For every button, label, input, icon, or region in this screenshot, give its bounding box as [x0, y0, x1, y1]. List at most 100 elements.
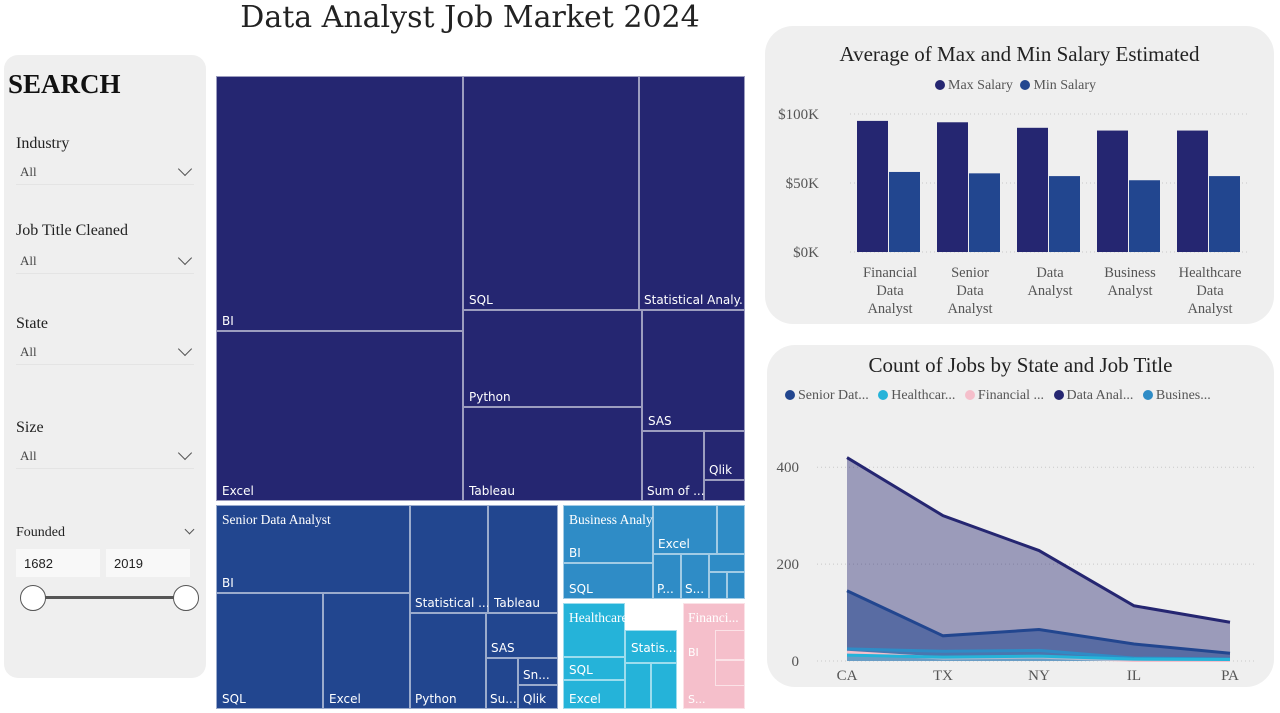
treemap-tile[interactable]: Python [463, 310, 642, 407]
founded-min-input[interactable]: 1682 [16, 549, 100, 577]
y-tick-label: $100K [778, 107, 819, 123]
treemap-tile[interactable]: BI [216, 76, 463, 331]
y-tick-label: 0 [792, 654, 800, 670]
treemap-group-label: Data Analyst [222, 83, 293, 98]
treemap-tile[interactable]: Statis... [625, 630, 677, 663]
treemap-tile[interactable]: Su... [486, 658, 518, 709]
size-dropdown[interactable]: All [16, 444, 194, 469]
salary-chart-title: Average of Max and Min Salary Estimated [839, 42, 1200, 66]
treemap-group-label: Business Analyst [569, 512, 662, 527]
legend-dot [935, 80, 945, 90]
treemap-tile[interactable]: SQL [563, 563, 653, 599]
founded-slider-track[interactable] [32, 596, 184, 599]
treemap-tile[interactable] [709, 572, 727, 599]
treemap-tile[interactable]: P... [653, 554, 681, 599]
line-series [846, 589, 1231, 655]
treemap-tile[interactable]: Business Analyst BI [563, 505, 662, 563]
treemap-tile[interactable]: Excel [563, 680, 625, 709]
treemap-tile[interactable] [717, 505, 745, 554]
salary-chart-card: Average of Max and Min Salary Estimated … [765, 26, 1274, 324]
area-series [847, 590, 1230, 661]
y-tick-label: $0K [793, 245, 819, 261]
treemap-tile[interactable]: S... [681, 554, 709, 599]
bar-min-salary [1209, 176, 1240, 252]
treemap-tile[interactable]: Statistical ... [410, 505, 490, 613]
chevron-down-icon [177, 161, 193, 177]
state-dropdown[interactable]: All [16, 340, 194, 365]
treemap-tile[interactable]: Qlik [518, 685, 558, 709]
treemap-tile[interactable] [715, 630, 745, 660]
treemap-tile[interactable] [727, 572, 745, 599]
treemap-tile[interactable]: Financi... BI S... [683, 603, 745, 709]
x-tick-label: Analyst [1107, 283, 1152, 299]
legend-dot [964, 390, 975, 400]
legend-series: Financial ... [977, 388, 1045, 403]
founded-filter-label: Founded [16, 525, 65, 540]
chevron-down-icon [177, 445, 193, 461]
treemap-tile[interactable]: SAS [486, 613, 558, 658]
y-tick-label: 200 [777, 557, 800, 573]
bar-min-salary [969, 173, 1000, 252]
treemap-tile[interactable]: Healthcare Data... [563, 603, 666, 657]
salary-chart-legend: Max Salary Min Salary [935, 78, 1096, 94]
legend-series: Data Anal... [1066, 388, 1134, 403]
y-tick-label: 400 [777, 460, 800, 476]
bar-max-salary [1097, 130, 1128, 252]
count-chart-legend: Senior Dat... Healthcar... Financial ...… [785, 388, 1211, 404]
treemap-tile[interactable]: Excel [216, 331, 463, 501]
size-filter-label: Size [16, 419, 44, 436]
treemap-tile[interactable]: Tableau [488, 505, 558, 613]
bar-min-salary [1129, 180, 1160, 252]
area-series [847, 457, 1230, 661]
treemap-tile[interactable]: Tableau [463, 407, 642, 501]
chevron-down-icon[interactable] [184, 524, 195, 535]
chevron-down-icon [177, 250, 193, 266]
treemap-tile[interactable]: Senior Data Analyst BI [216, 505, 410, 593]
x-tick-label: Data [956, 283, 984, 299]
line-series [846, 653, 1231, 662]
industry-dropdown[interactable]: All [16, 160, 194, 185]
legend-series: Healthcar... [891, 388, 956, 403]
count-chart-title: Count of Jobs by State and Job Title [868, 353, 1173, 377]
industry-filter-label: Industry [16, 135, 70, 152]
x-tick-label: NY [1028, 668, 1050, 684]
x-tick-label: Analyst [867, 301, 912, 317]
treemap-tile[interactable]: Sn... [518, 658, 558, 685]
treemap-group-data-analyst[interactable]: Data Analyst [216, 76, 745, 501]
state-dropdown-value: All [20, 344, 37, 359]
founded-slider-max-handle[interactable] [173, 585, 199, 611]
x-tick-label: CA [837, 668, 858, 684]
bar-max-salary [937, 122, 968, 252]
treemap-tile[interactable]: SQL [216, 593, 323, 709]
treemap-tile[interactable] [704, 480, 745, 501]
treemap-tile[interactable]: SAS [642, 310, 745, 431]
treemap-tile[interactable]: Statistical Analy... [639, 76, 745, 310]
x-tick-label: Analyst [1027, 283, 1072, 299]
treemap-tile[interactable]: SQL [463, 76, 639, 310]
search-panel: SEARCH Industry All Job Title Cleaned Al… [4, 55, 206, 678]
founded-max-input[interactable]: 2019 [106, 549, 190, 577]
y-tick-label: $50K [786, 176, 820, 192]
treemap-tile[interactable] [709, 554, 745, 572]
bar-min-salary [889, 171, 920, 252]
treemap-tile[interactable]: Excel [653, 505, 717, 554]
treemap-tile[interactable] [651, 663, 677, 709]
job-title-dropdown[interactable]: All [16, 249, 194, 274]
treemap-tile[interactable] [715, 660, 745, 686]
legend-dot [1142, 390, 1153, 400]
treemap-tile[interactable] [625, 663, 651, 709]
line-series [846, 456, 1231, 624]
founded-slider-min-handle[interactable] [20, 585, 46, 611]
legend-series: Busines... [1155, 388, 1211, 403]
bar-max-salary [1177, 130, 1208, 252]
treemap-group-label: Healthcare Data... [569, 610, 667, 625]
legend-series: Senior Dat... [798, 388, 869, 403]
treemap-tile[interactable]: Qlik [704, 431, 745, 480]
count-chart-card: Count of Jobs by State and Job Title Sen… [767, 345, 1274, 687]
treemap-tile[interactable]: Python [410, 613, 486, 709]
treemap-tile[interactable]: Excel [323, 593, 410, 709]
x-tick-label: Business [1104, 265, 1156, 281]
treemap-tile[interactable]: SQL [563, 657, 625, 680]
treemap-tile[interactable]: Sum of ... [642, 431, 705, 501]
x-tick-label: Data [876, 283, 904, 299]
